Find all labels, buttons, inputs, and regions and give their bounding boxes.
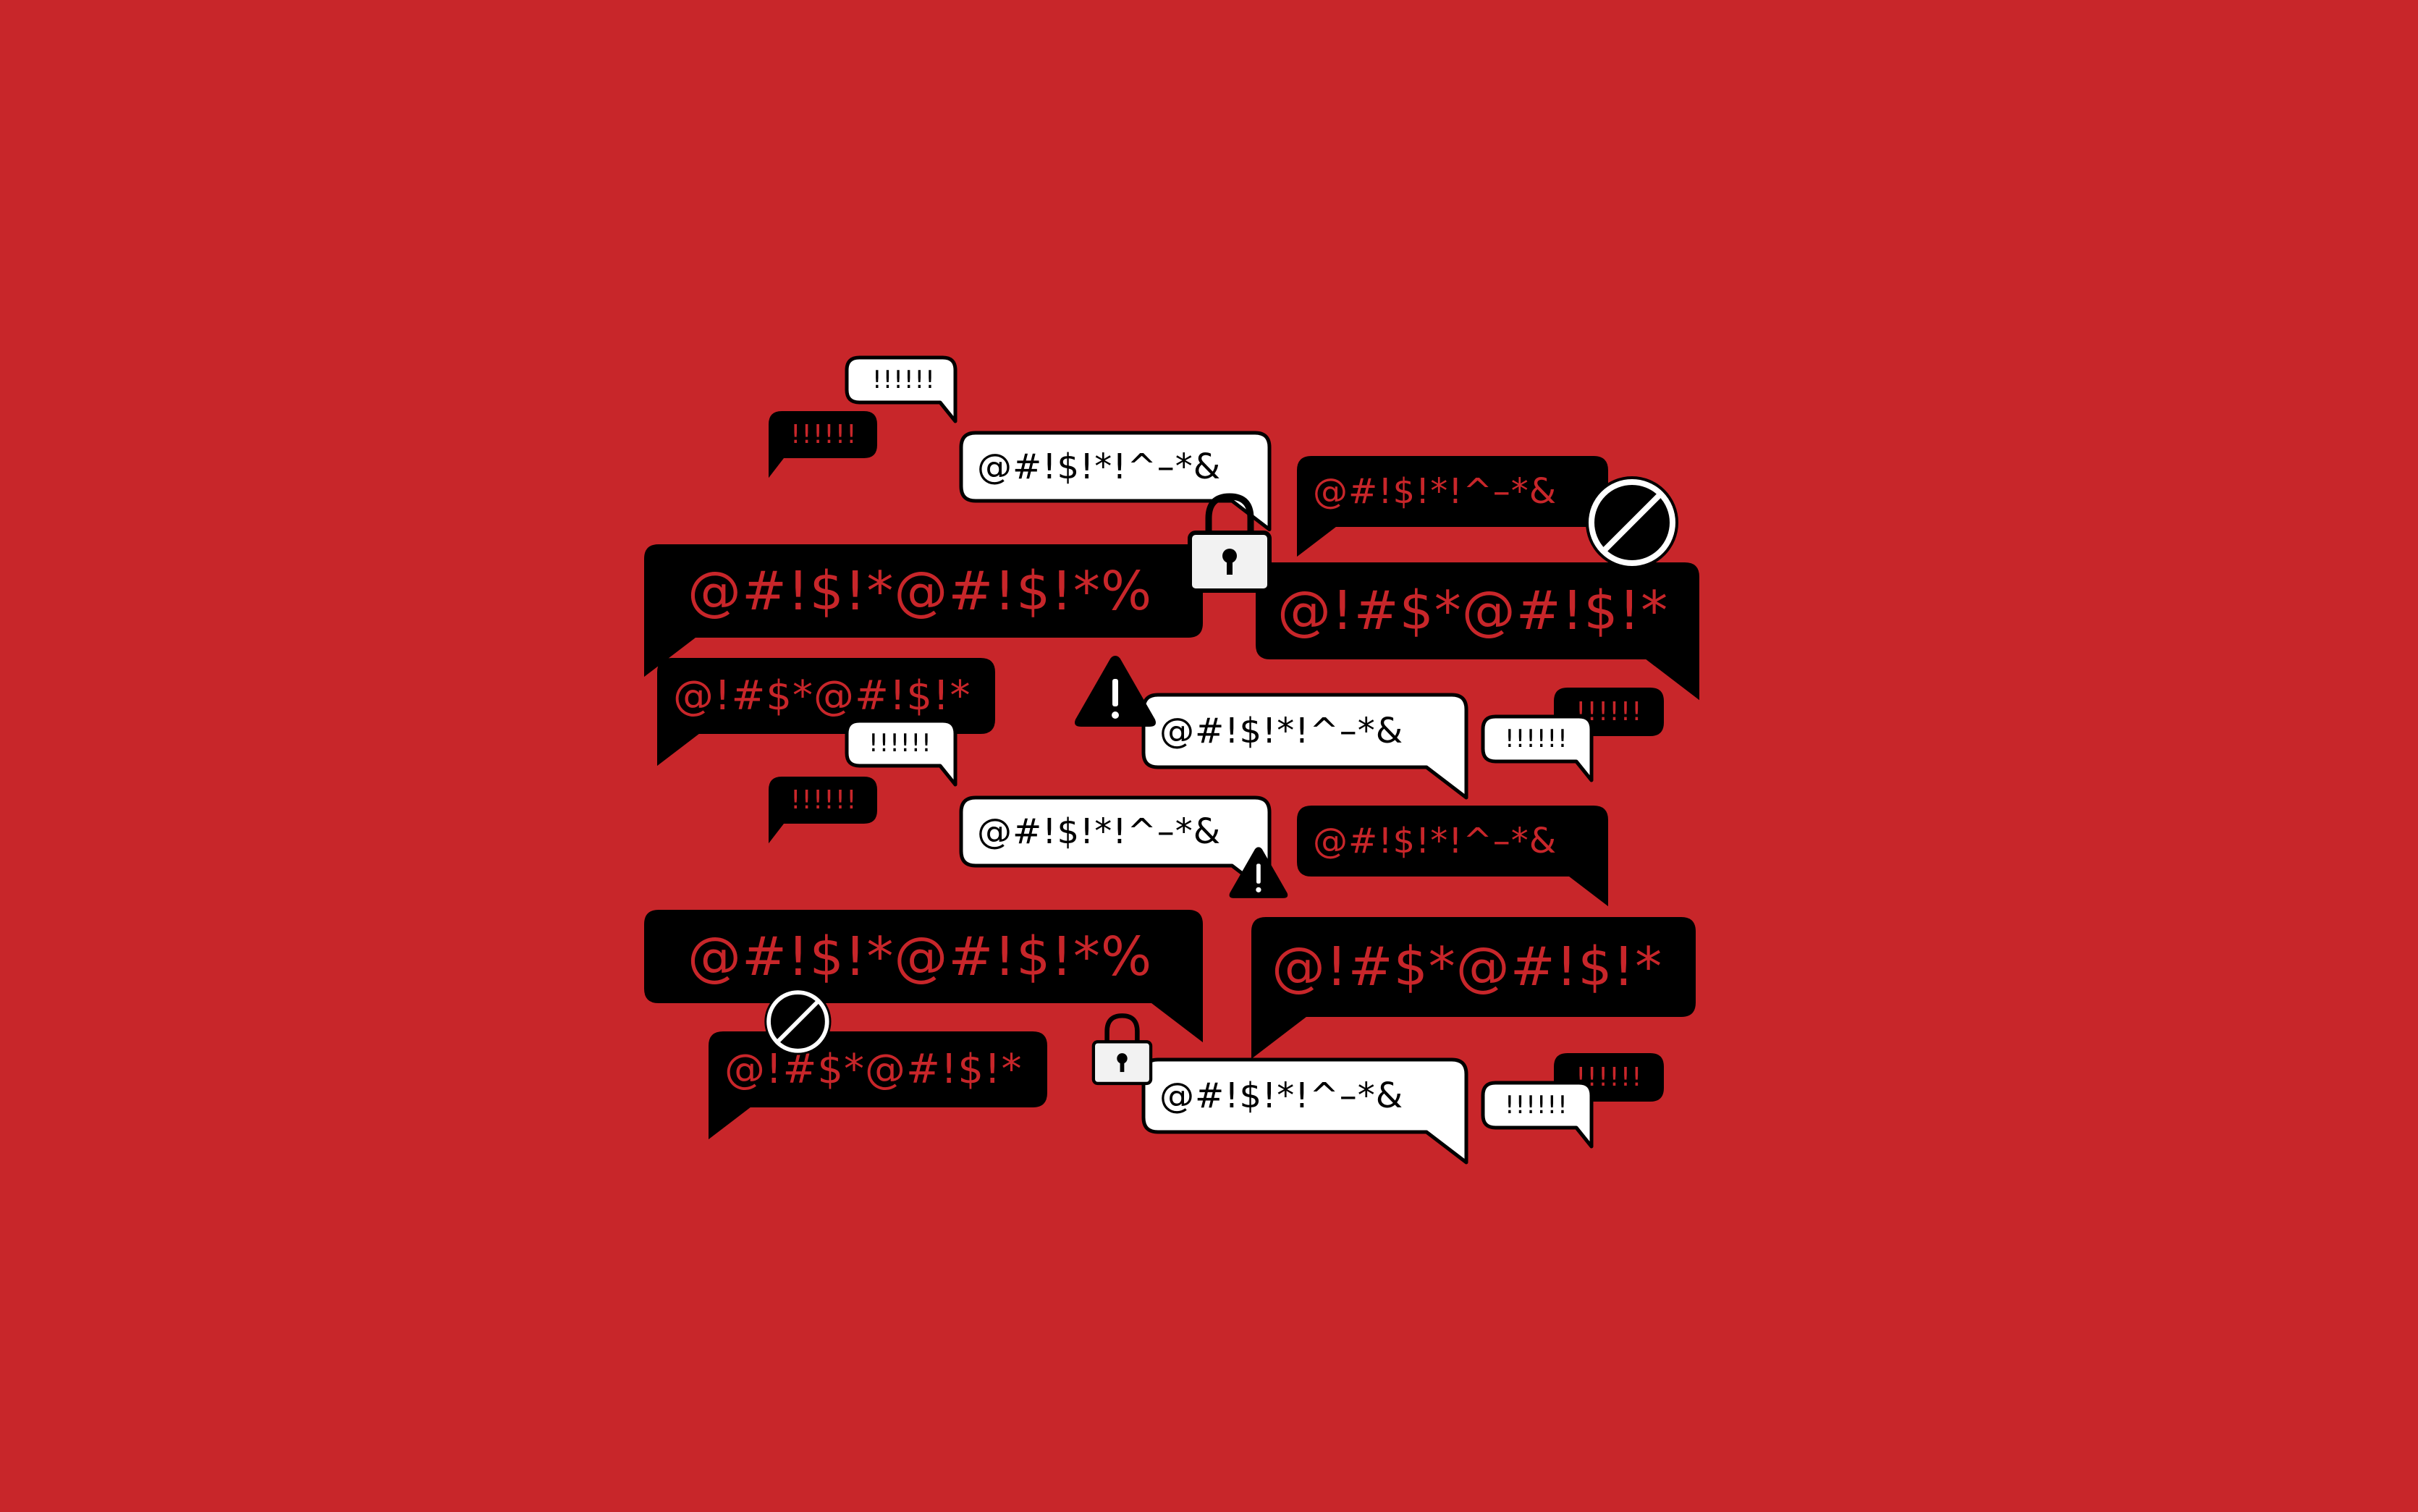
speech-bubble-shape bbox=[959, 431, 1272, 531]
speech-bubble-text: @#!$!*@#!$!*% bbox=[688, 559, 1153, 622]
speech-bubble-text: @!#$*@#!$!* bbox=[724, 1046, 1023, 1093]
speech-bubble-shape bbox=[709, 1031, 1047, 1140]
dark-speech-bubble: @!#$*@#!$!* bbox=[1256, 562, 1699, 701]
speech-bubble-shape bbox=[845, 355, 958, 423]
padlock-icon bbox=[1187, 492, 1272, 596]
speech-bubble-shape bbox=[657, 658, 995, 766]
speech-bubble-shape bbox=[1481, 714, 1594, 782]
speech-bubble-shape bbox=[1297, 456, 1608, 557]
prohibited-icon bbox=[1581, 472, 1683, 576]
light-speech-bubble: !!!!!! bbox=[845, 719, 958, 787]
speech-bubble-text: !!!!!! bbox=[872, 366, 936, 394]
dark-speech-bubble: @#!$!*!^–*& bbox=[1297, 456, 1608, 557]
speech-bubble-shape bbox=[1554, 1053, 1664, 1123]
speech-bubble-shape bbox=[769, 411, 877, 478]
dark-speech-bubble: !!!!!! bbox=[769, 777, 877, 844]
light-speech-bubble: !!!!!! bbox=[845, 355, 958, 423]
light-speech-bubble: @#!$!*!^–*& bbox=[959, 431, 1272, 531]
speech-bubble-text: @#!$!*!^–*& bbox=[1159, 711, 1404, 751]
prohibited-icon-glyph bbox=[764, 988, 832, 1055]
speech-bubble-shape bbox=[1481, 1081, 1594, 1149]
dark-speech-bubble: @!#$*@#!$!* bbox=[709, 1031, 1047, 1140]
dark-speech-bubble: @#!$!*@#!$!*% bbox=[644, 910, 1203, 1043]
speech-bubble-shape bbox=[1554, 688, 1664, 757]
dark-speech-bubble: @#!$!*!^–*& bbox=[1297, 806, 1608, 907]
light-speech-bubble: !!!!!! bbox=[1481, 714, 1594, 782]
dark-speech-bubble: !!!!!! bbox=[1554, 688, 1664, 757]
speech-bubble-text: @#!$!*!^–*& bbox=[1313, 821, 1557, 861]
speech-bubble-text: !!!!!! bbox=[790, 785, 858, 815]
prohibited-icon bbox=[761, 985, 834, 1061]
light-speech-bubble: @#!$!*!^–*& bbox=[1141, 1057, 1468, 1165]
speech-bubble-shape bbox=[1297, 806, 1608, 907]
dark-speech-bubble: @#!$!*@#!$!*% bbox=[644, 544, 1203, 677]
light-speech-bubble: @#!$!*!^–*& bbox=[959, 795, 1272, 896]
warning-icon bbox=[1227, 844, 1290, 904]
padlock-icon-glyph bbox=[1091, 1013, 1153, 1086]
warning-icon-glyph bbox=[1229, 847, 1288, 898]
speech-bubble-text: @#!$!*@#!$!*% bbox=[688, 925, 1153, 988]
speech-bubble-text: !!!!!! bbox=[868, 729, 932, 758]
padlock-icon bbox=[1091, 1013, 1153, 1089]
speech-bubble-text: @!#$*@#!$!* bbox=[673, 672, 971, 719]
speech-bubble-text: !!!!!! bbox=[1505, 1091, 1568, 1120]
speech-bubble-text: @#!$!*!^–*& bbox=[977, 811, 1222, 852]
speech-bubble-text: !!!!!! bbox=[790, 420, 858, 449]
warning-icon bbox=[1071, 651, 1159, 734]
speech-bubble-shape bbox=[959, 795, 1272, 896]
speech-bubble-text: @#!$!*!^–*& bbox=[1159, 1076, 1404, 1116]
prohibited-icon-glyph bbox=[1586, 476, 1678, 569]
speech-bubble-shape bbox=[845, 719, 958, 787]
dark-speech-bubble: !!!!!! bbox=[769, 411, 877, 478]
speech-bubble-shape bbox=[644, 544, 1203, 677]
dark-speech-bubble: @!#$*@#!$!* bbox=[657, 658, 995, 766]
warning-icon-glyph bbox=[1075, 656, 1156, 727]
dark-speech-bubble: @!#$*@#!$!* bbox=[1251, 917, 1696, 1059]
speech-bubble-shape bbox=[1141, 693, 1468, 800]
speech-bubble-shape bbox=[1256, 562, 1699, 701]
speech-bubble-text: !!!!!! bbox=[1505, 725, 1568, 753]
speech-bubble-shape bbox=[1251, 917, 1696, 1059]
speech-bubble-shape bbox=[644, 910, 1203, 1043]
light-speech-bubble: @#!$!*!^–*& bbox=[1141, 693, 1468, 800]
speech-bubble-text: @!#$*@#!$!* bbox=[1272, 936, 1663, 998]
speech-bubble-text: @#!$!*!^–*& bbox=[1313, 471, 1557, 512]
light-speech-bubble: !!!!!! bbox=[1481, 1081, 1594, 1149]
speech-bubble-text: @#!$!*!^–*& bbox=[977, 447, 1222, 487]
speech-bubble-shape bbox=[769, 777, 877, 844]
speech-bubble-text: @!#$*@#!$!* bbox=[1277, 580, 1669, 642]
padlock-icon-glyph bbox=[1188, 493, 1272, 593]
